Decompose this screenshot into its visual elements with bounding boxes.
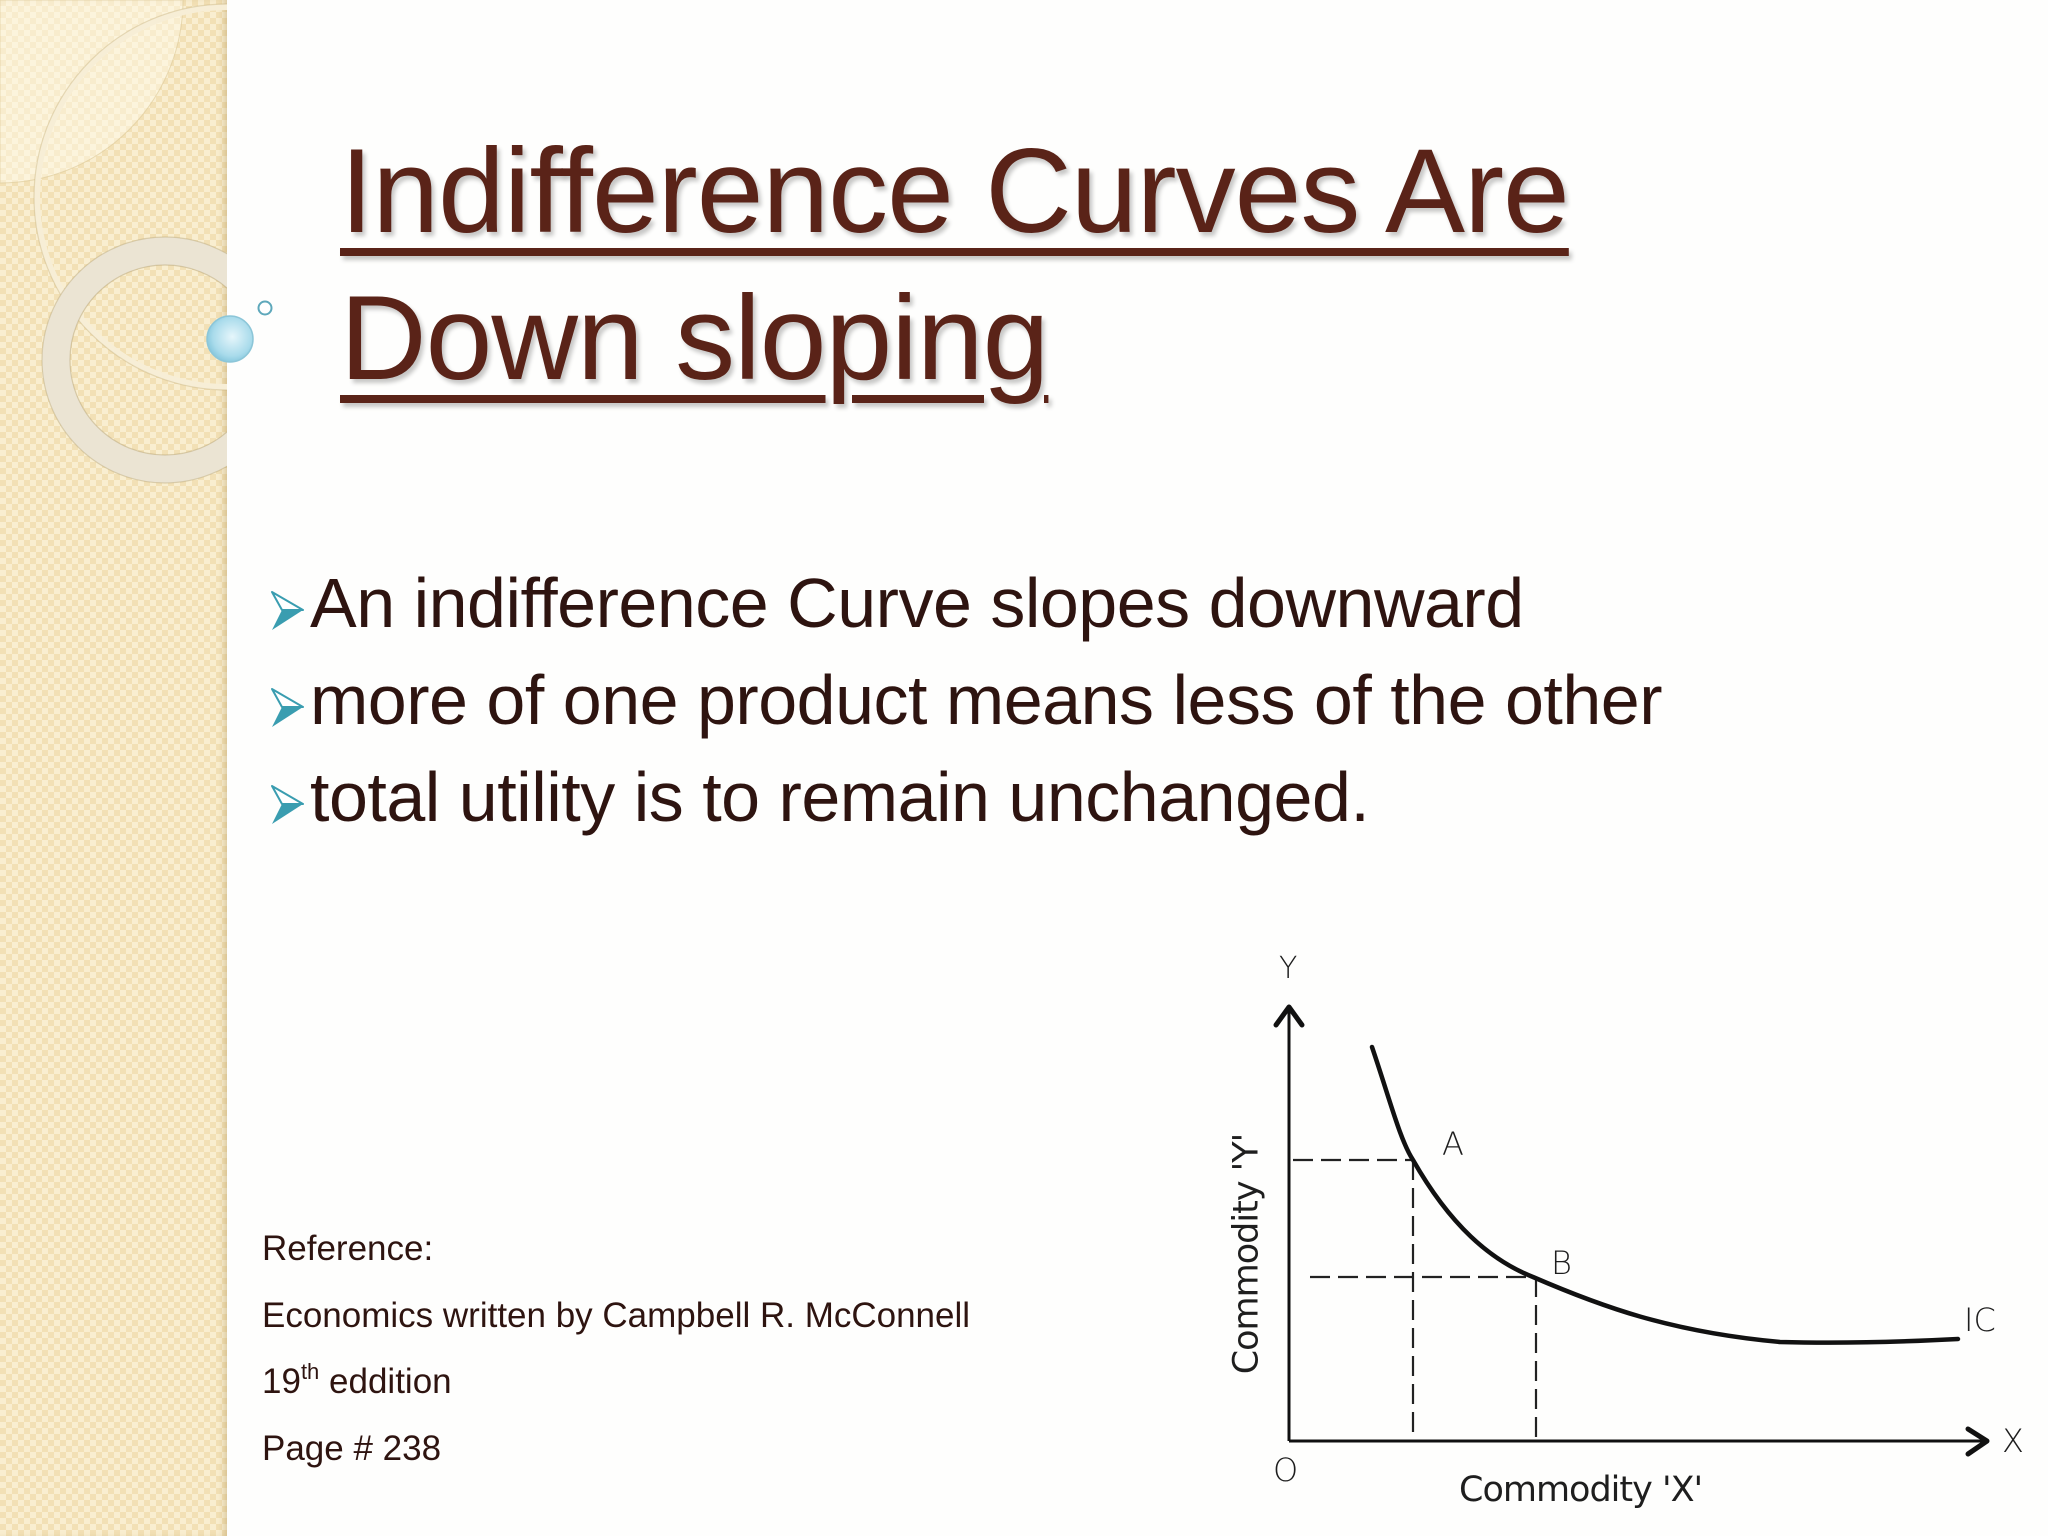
decorative-sidebar <box>0 0 227 1536</box>
arrowhead-bullet-icon <box>270 665 310 751</box>
y-axis-arrow-icon <box>1273 1004 1305 1028</box>
edition-suffix: th <box>300 1359 320 1384</box>
slide-title: Indifference Curves Are Down sloping <box>340 118 1570 412</box>
bullet-item: An indifference Curve slopes downward <box>270 560 1662 657</box>
bullet-list: An indifference Curve slopes downward mo… <box>270 560 1663 851</box>
small-ring-icon <box>257 300 273 316</box>
bullet-item: total utility is to remain unchanged. <box>270 754 1662 851</box>
title-line-1: Indifference Curves Are <box>340 124 1570 258</box>
arrowhead-bullet-icon <box>270 762 310 848</box>
reference-block: Reference: Economics written by Campbell… <box>262 1216 970 1482</box>
origin-label: O <box>1273 1451 1299 1489</box>
reference-edition: 19th eddition <box>262 1349 970 1416</box>
indifference-curve-diagram: Y X O A B IC Commodity 'X' Commodity 'Y' <box>1200 940 2048 1536</box>
edition-word: eddition <box>319 1362 452 1401</box>
arrowhead-bullet-icon <box>270 568 310 654</box>
x-axis-title: Commodity 'X' <box>1459 1470 1703 1510</box>
curve-label-ic: IC <box>1964 1301 1996 1339</box>
point-b-label: B <box>1551 1244 1572 1282</box>
reference-page: Page # 238 <box>262 1428 442 1468</box>
edition-number: 19 <box>262 1362 301 1401</box>
x-axis-arrow-icon <box>1965 1426 1990 1457</box>
reference-book: Economics written by Campbell R. McConne… <box>262 1295 971 1335</box>
bullet-item: more of one product means less of the ot… <box>270 657 1663 754</box>
reference-heading: Reference: <box>262 1229 434 1268</box>
bullet-text: total utility is to remain unchanged. <box>310 758 1370 836</box>
diagram-graphic <box>1273 1004 1990 1457</box>
point-a-label: A <box>1442 1125 1464 1163</box>
indifference-curve <box>1369 1044 1961 1345</box>
title-line-2: Down sloping <box>340 271 1049 405</box>
bullet-text: more of one product means less of the ot… <box>310 661 1663 739</box>
bullet-text: An indifference Curve slopes downward <box>310 564 1524 642</box>
y-axis-title: Commodity 'Y' <box>1226 1133 1267 1375</box>
x-axis-letter: X <box>2002 1422 2024 1460</box>
y-axis-letter: Y <box>1279 951 1298 986</box>
